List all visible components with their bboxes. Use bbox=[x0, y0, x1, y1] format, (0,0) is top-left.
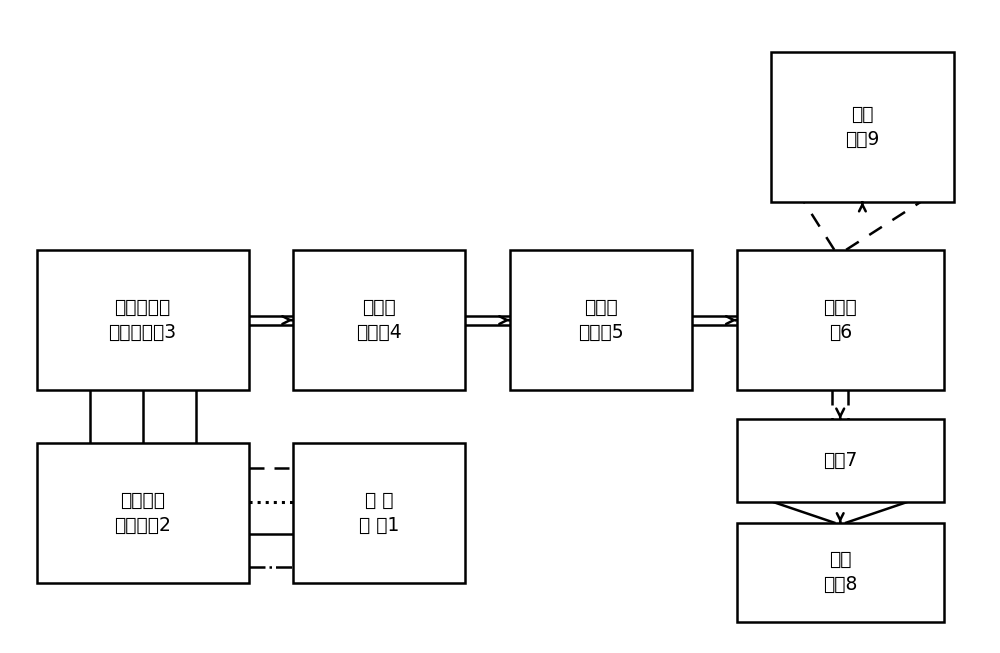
Text: 荧光模
块6: 荧光模 块6 bbox=[823, 298, 857, 342]
Text: 结构光产生
及调制模块3: 结构光产生 及调制模块3 bbox=[108, 298, 177, 342]
FancyBboxPatch shape bbox=[737, 522, 944, 622]
Text: 空间滤
波模块5: 空间滤 波模块5 bbox=[578, 298, 624, 342]
FancyBboxPatch shape bbox=[37, 443, 249, 583]
Text: 探测
系统9: 探测 系统9 bbox=[845, 104, 880, 149]
Text: 多 色
光 源1: 多 色 光 源1 bbox=[359, 491, 399, 535]
Text: 高速选通
切换模块2: 高速选通 切换模块2 bbox=[114, 491, 171, 535]
Text: 物镜7: 物镜7 bbox=[823, 451, 857, 470]
FancyBboxPatch shape bbox=[293, 250, 465, 390]
FancyBboxPatch shape bbox=[737, 419, 944, 502]
Text: 样品
模块8: 样品 模块8 bbox=[823, 550, 857, 594]
FancyBboxPatch shape bbox=[771, 52, 954, 202]
FancyBboxPatch shape bbox=[293, 443, 465, 583]
FancyBboxPatch shape bbox=[737, 250, 944, 390]
Text: 偏振控
制模块4: 偏振控 制模块4 bbox=[356, 298, 402, 342]
FancyBboxPatch shape bbox=[510, 250, 692, 390]
FancyBboxPatch shape bbox=[37, 250, 249, 390]
